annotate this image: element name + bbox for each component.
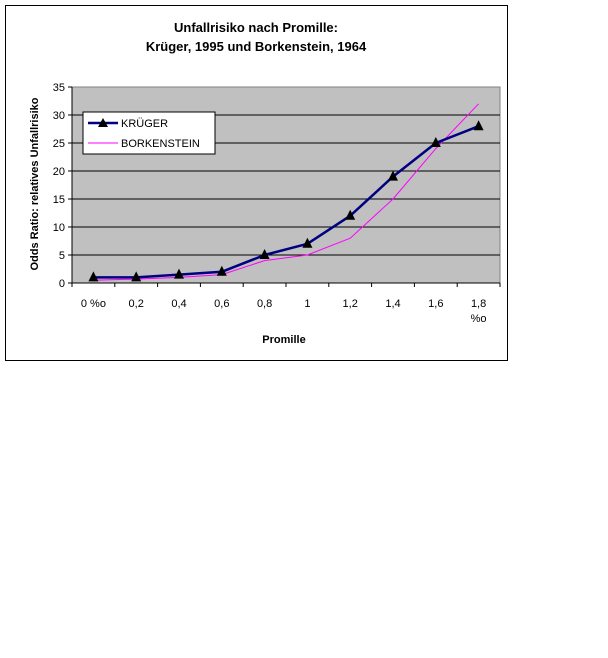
data-point-kruger: [345, 209, 356, 220]
x-axis: 0 %o 0,2 0,4 0,6 0,8 1 1,2 1,4 1,6 1,8 %o: [71, 282, 501, 325]
data-point-kruger: [430, 137, 441, 147]
legend-label-borkenstein: BORKENSTEIN: [121, 138, 200, 150]
legend-label-kruger: KRÜGER: [121, 118, 168, 130]
y-tick-label: 5: [59, 250, 65, 262]
data-point-kruger: [131, 271, 142, 282]
y-axis-title: Odds Ratio: relatives Unfallrisiko: [29, 97, 41, 270]
data-point-kruger: [216, 265, 227, 276]
y-tick-label: 30: [53, 110, 65, 122]
x-tick-label: 1,6: [428, 298, 443, 310]
data-point-kruger: [388, 170, 398, 181]
data-point-kruger: [473, 120, 484, 131]
chart-title-line2: Krüger, 1995 und Borkenstein, 1964: [146, 39, 367, 54]
legend-marker-kruger: [98, 118, 108, 127]
y-axis: 0 5 10 15 20 25 30 35: [53, 82, 73, 290]
x-tick-label: 0,2: [129, 298, 144, 310]
x-axis-unit-label: %o: [471, 313, 487, 325]
y-tick-label: 20: [53, 166, 65, 178]
x-axis-title: Promille: [262, 334, 305, 346]
y-tick-label: 25: [53, 138, 65, 150]
y-tick-label: 10: [53, 222, 65, 234]
data-point-kruger: [174, 268, 184, 279]
x-tick-label: 0,4: [171, 298, 186, 310]
legend: KRÜGER BORKENSTEIN: [82, 111, 216, 155]
data-point-kruger: [88, 271, 99, 282]
data-point-kruger: [302, 237, 313, 248]
x-tick-label: 0,8: [257, 298, 272, 310]
series-line-borkenstein: [93, 103, 479, 281]
y-tick-label: 0: [59, 278, 65, 290]
x-tick-label: 1,4: [385, 298, 400, 310]
data-point-kruger: [259, 249, 270, 259]
x-tick-label: 0 %o: [81, 298, 106, 310]
x-tick-label: 1: [304, 298, 310, 310]
y-tick-label: 35: [53, 82, 65, 94]
y-tick-label: 15: [53, 194, 65, 206]
legend-box: [82, 111, 216, 155]
series-line-kruger: [93, 125, 480, 279]
x-tick-label: 1,2: [343, 298, 358, 310]
chart-title-line1: Unfallrisiko nach Promille:: [174, 20, 338, 35]
x-tick-label: 0,6: [214, 298, 229, 310]
series-layer: [88, 103, 484, 282]
x-tick-label: 1,8: [471, 298, 486, 310]
